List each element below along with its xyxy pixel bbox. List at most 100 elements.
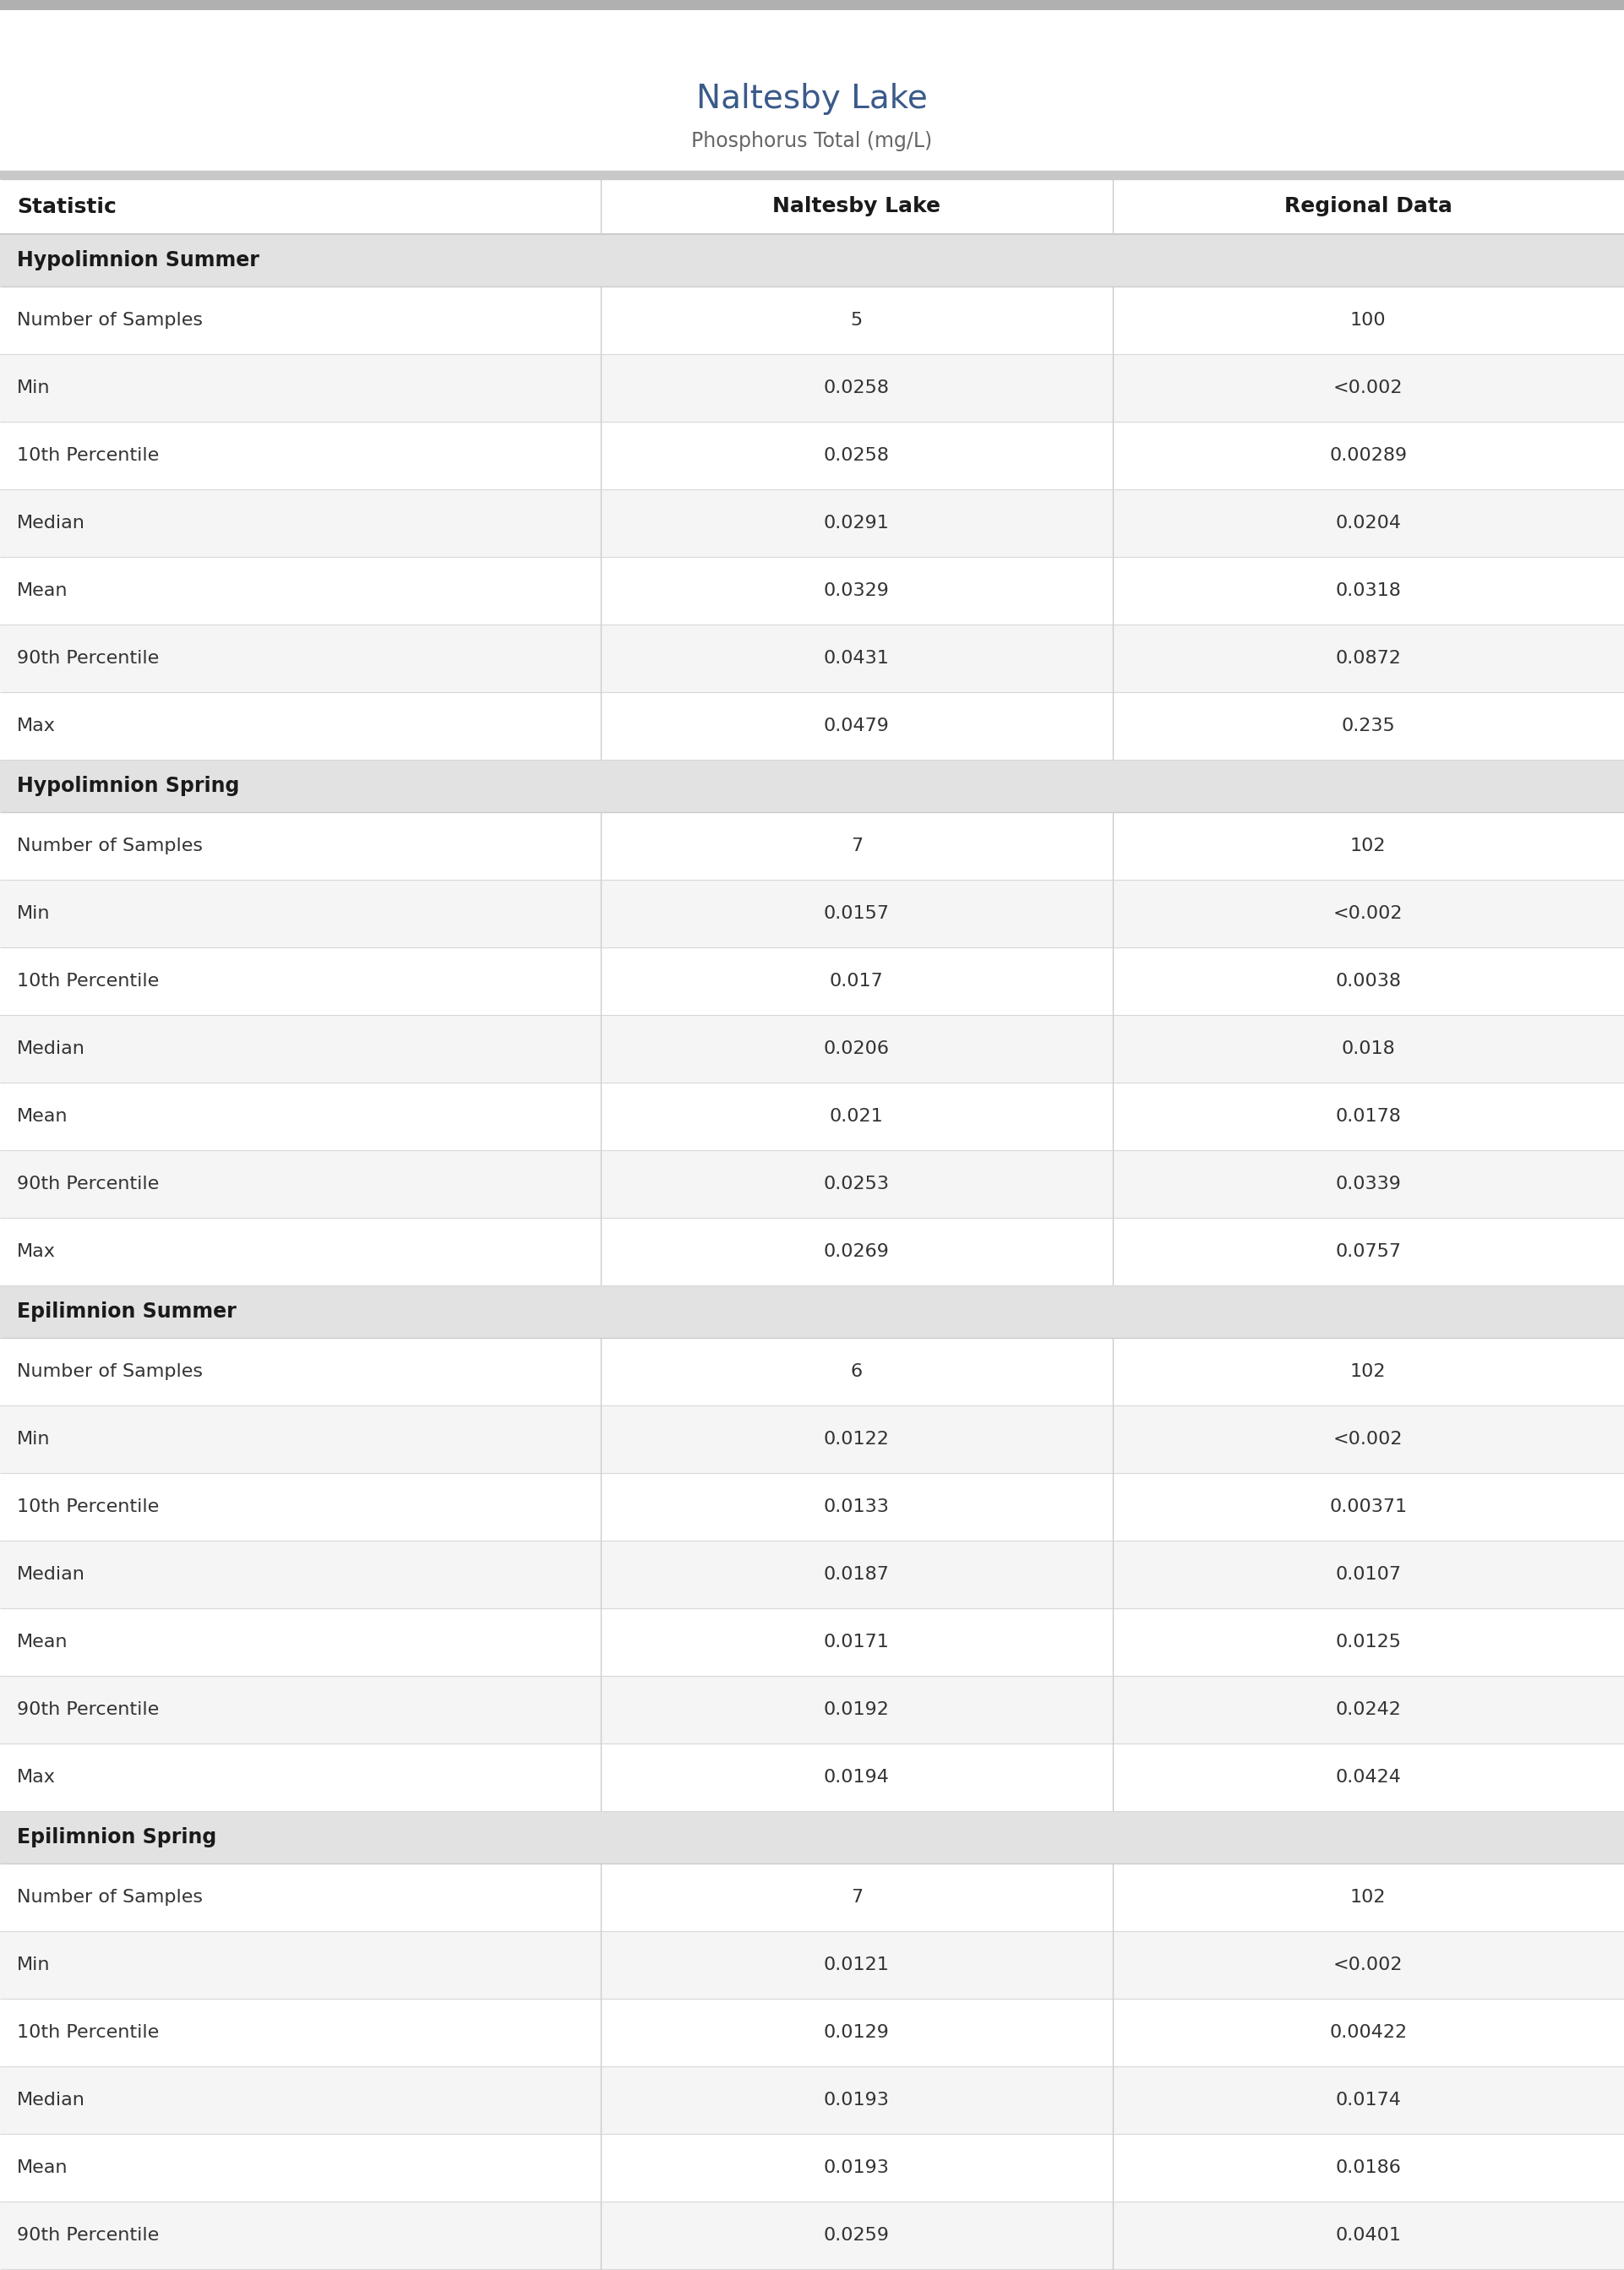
Text: 90th Percentile: 90th Percentile (16, 2227, 159, 2243)
Text: 0.00422: 0.00422 (1330, 2025, 1406, 2041)
Bar (0, 1607, 1624, 1675)
Bar (0, 1083, 1624, 1151)
Text: 0.0193: 0.0193 (823, 2091, 890, 2109)
Text: 0.0204: 0.0204 (1335, 515, 1402, 531)
Bar (0, 1337, 1624, 1405)
Text: 0.0291: 0.0291 (823, 515, 890, 531)
Text: Median: Median (16, 1040, 84, 1058)
Text: Hypolimnion Summer: Hypolimnion Summer (16, 250, 260, 270)
Text: Median: Median (16, 1566, 84, 1582)
Bar (0, 624, 1624, 692)
Text: Number of Samples: Number of Samples (16, 838, 203, 854)
Text: Median: Median (16, 2091, 84, 2109)
Text: 0.017: 0.017 (830, 974, 883, 990)
Bar (0, 490, 1624, 556)
Text: 0.0122: 0.0122 (823, 1430, 890, 1448)
Text: Number of Samples: Number of Samples (16, 1364, 203, 1380)
Text: Epilimnion Summer: Epilimnion Summer (16, 1301, 237, 1321)
Text: Min: Min (16, 1957, 50, 1973)
Text: 0.0206: 0.0206 (823, 1040, 890, 1058)
Bar (0, 2066, 1624, 2134)
Text: 0.0329: 0.0329 (823, 583, 890, 599)
Text: 0.0479: 0.0479 (823, 717, 890, 735)
Bar (0, 692, 1624, 760)
Bar (0, 1743, 1624, 1811)
Text: 0.0242: 0.0242 (1335, 1700, 1402, 1718)
Text: 10th Percentile: 10th Percentile (16, 2025, 159, 2041)
Text: 90th Percentile: 90th Percentile (16, 649, 159, 667)
Text: 7: 7 (851, 1889, 862, 1907)
Bar (0, 556, 1624, 624)
Text: 0.0259: 0.0259 (823, 2227, 890, 2243)
Text: 0.235: 0.235 (1341, 717, 1395, 735)
Text: 10th Percentile: 10th Percentile (16, 974, 159, 990)
Bar (0, 1811, 1624, 1864)
Bar (0, 1015, 1624, 1083)
Text: Naltesby Lake: Naltesby Lake (697, 82, 927, 116)
Text: Regional Data: Regional Data (1285, 197, 1452, 216)
Text: Max: Max (16, 1244, 55, 1260)
Text: 0.0253: 0.0253 (823, 1176, 890, 1192)
Text: 0.0186: 0.0186 (1335, 2159, 1402, 2177)
Bar (0, 760, 1624, 813)
Text: 90th Percentile: 90th Percentile (16, 1176, 159, 1192)
Bar (0, 1864, 1624, 1932)
Bar (0, 1932, 1624, 1998)
Text: 0.0757: 0.0757 (1335, 1244, 1402, 1260)
Bar (0, 354, 1624, 422)
Bar (0, 170, 1624, 179)
Bar (0, 2134, 1624, 2202)
Bar (0, 813, 1624, 881)
Text: Mean: Mean (16, 1108, 68, 1126)
Bar (0, 1285, 1624, 1337)
Bar (0, 179, 1624, 234)
Text: 0.0121: 0.0121 (823, 1957, 890, 1973)
Text: 0.0107: 0.0107 (1335, 1566, 1402, 1582)
Text: Number of Samples: Number of Samples (16, 311, 203, 329)
Text: 0.0174: 0.0174 (1335, 2091, 1402, 2109)
Bar (0, 1151, 1624, 1217)
Text: 10th Percentile: 10th Percentile (16, 447, 159, 463)
Text: 0.0193: 0.0193 (823, 2159, 890, 2177)
Text: 0.018: 0.018 (1341, 1040, 1395, 1058)
Text: Mean: Mean (16, 583, 68, 599)
Text: 0.0194: 0.0194 (823, 1768, 890, 1786)
Text: 0.0187: 0.0187 (823, 1566, 890, 1582)
Text: 0.0178: 0.0178 (1335, 1108, 1402, 1126)
Text: Phosphorus Total (mg/L): Phosphorus Total (mg/L) (692, 132, 932, 152)
Text: 0.0872: 0.0872 (1335, 649, 1402, 667)
Text: <0.002: <0.002 (1333, 379, 1403, 397)
Bar (0, 422, 1624, 490)
Text: 0.00289: 0.00289 (1330, 447, 1406, 463)
Text: Min: Min (16, 1430, 50, 1448)
Text: 0.0424: 0.0424 (1335, 1768, 1402, 1786)
Text: 0.0318: 0.0318 (1335, 583, 1402, 599)
Bar (0, 1998, 1624, 2066)
Text: 0.021: 0.021 (830, 1108, 883, 1126)
Text: Hypolimnion Spring: Hypolimnion Spring (16, 776, 239, 797)
Bar (0, 1405, 1624, 1473)
Text: 0.0258: 0.0258 (823, 447, 890, 463)
Text: 5: 5 (851, 311, 862, 329)
Text: 0.0125: 0.0125 (1335, 1634, 1402, 1650)
Bar (0, 881, 1624, 947)
Text: <0.002: <0.002 (1333, 1430, 1403, 1448)
Text: 0.0133: 0.0133 (823, 1498, 890, 1516)
Text: 102: 102 (1350, 838, 1387, 854)
Text: Naltesby Lake: Naltesby Lake (773, 197, 940, 216)
Text: 0.0171: 0.0171 (823, 1634, 890, 1650)
Text: 0.0192: 0.0192 (823, 1700, 890, 1718)
Text: Mean: Mean (16, 1634, 68, 1650)
Text: 0.0339: 0.0339 (1335, 1176, 1402, 1192)
Text: Min: Min (16, 379, 50, 397)
Text: Median: Median (16, 515, 84, 531)
Text: <0.002: <0.002 (1333, 906, 1403, 922)
Text: Number of Samples: Number of Samples (16, 1889, 203, 1907)
Text: 0.0431: 0.0431 (823, 649, 890, 667)
Bar (0, 0, 1624, 9)
Bar (0, 286, 1624, 354)
Text: Max: Max (16, 1768, 55, 1786)
Text: Max: Max (16, 717, 55, 735)
Text: 7: 7 (851, 838, 862, 854)
Text: 0.0129: 0.0129 (823, 2025, 890, 2041)
